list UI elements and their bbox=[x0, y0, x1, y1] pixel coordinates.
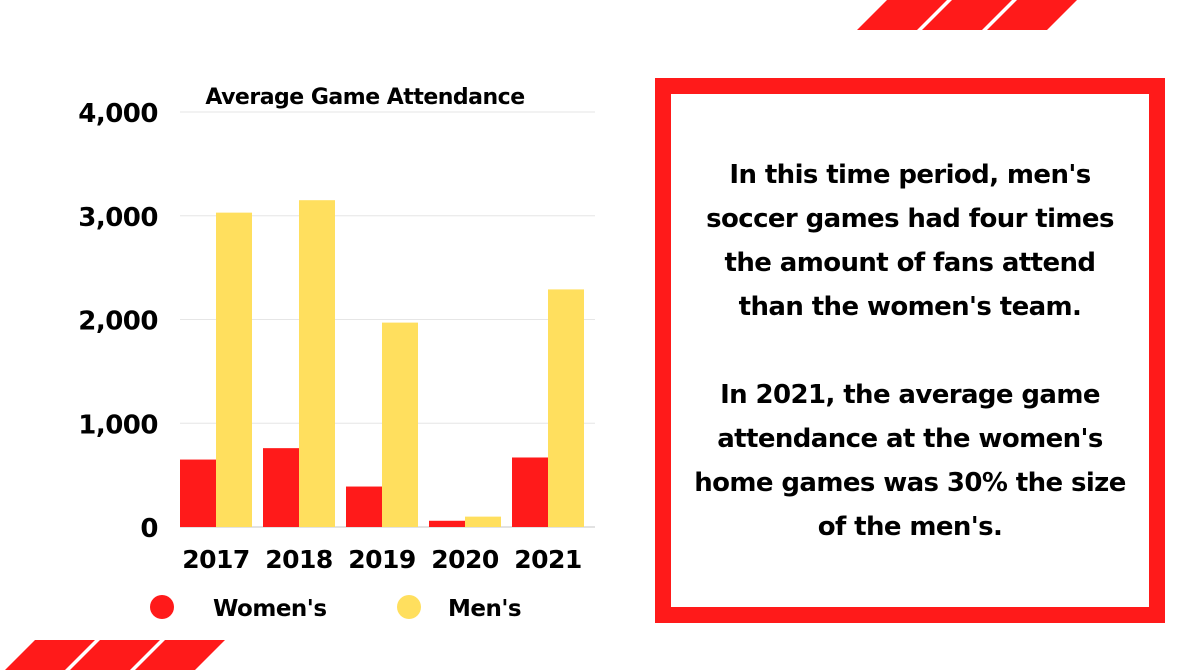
bar-men-2020 bbox=[465, 516, 501, 527]
x-axis: 2017 2018 2019 2020 2021 bbox=[182, 545, 582, 574]
insight-paragraph-2: In 2021, the average game attendance at … bbox=[694, 379, 1126, 542]
x-tick-label: 2018 bbox=[265, 545, 333, 574]
x-tick-label: 2019 bbox=[348, 545, 416, 574]
legend: Women's Men's bbox=[150, 595, 522, 622]
y-tick-label: 0 bbox=[140, 514, 158, 544]
bar-women-2020 bbox=[429, 520, 465, 527]
bottom-stripes bbox=[0, 640, 1200, 670]
x-tick-label: 2021 bbox=[514, 545, 582, 574]
y-tick-label: 2,000 bbox=[78, 307, 158, 337]
bar-men-2019 bbox=[382, 322, 418, 527]
legend-label-women: Women's bbox=[213, 596, 327, 622]
x-tick-label: 2020 bbox=[431, 545, 499, 574]
legend-marker-women bbox=[150, 595, 174, 619]
y-tick-label: 4,000 bbox=[78, 99, 158, 129]
insight-paragraph-1: In this time period, men's soccer games … bbox=[706, 159, 1114, 322]
insight-callout: In this time period, men's soccer games … bbox=[655, 78, 1165, 623]
y-tick-label: 3,000 bbox=[78, 203, 158, 233]
bar-men-2017 bbox=[216, 212, 252, 527]
legend-label-men: Men's bbox=[448, 596, 521, 622]
bar-women-2021 bbox=[512, 457, 548, 527]
chart-title: Average Game Attendance bbox=[205, 85, 524, 110]
attendance-chart: Average Game Attendance 0 1,000 2,000 3,000… bbox=[78, 85, 595, 622]
bar-women-2017 bbox=[180, 459, 216, 527]
bar-women-2018 bbox=[263, 448, 299, 527]
bar-men-2021 bbox=[548, 289, 584, 527]
bar-women-2019 bbox=[346, 486, 382, 527]
x-tick-label: 2017 bbox=[182, 545, 250, 574]
y-axis: 0 1,000 2,000 3,000 4,000 bbox=[78, 99, 158, 544]
legend-marker-men bbox=[397, 595, 421, 619]
bar-men-2018 bbox=[299, 200, 335, 527]
bars bbox=[180, 200, 584, 527]
y-tick-label: 1,000 bbox=[78, 410, 158, 440]
